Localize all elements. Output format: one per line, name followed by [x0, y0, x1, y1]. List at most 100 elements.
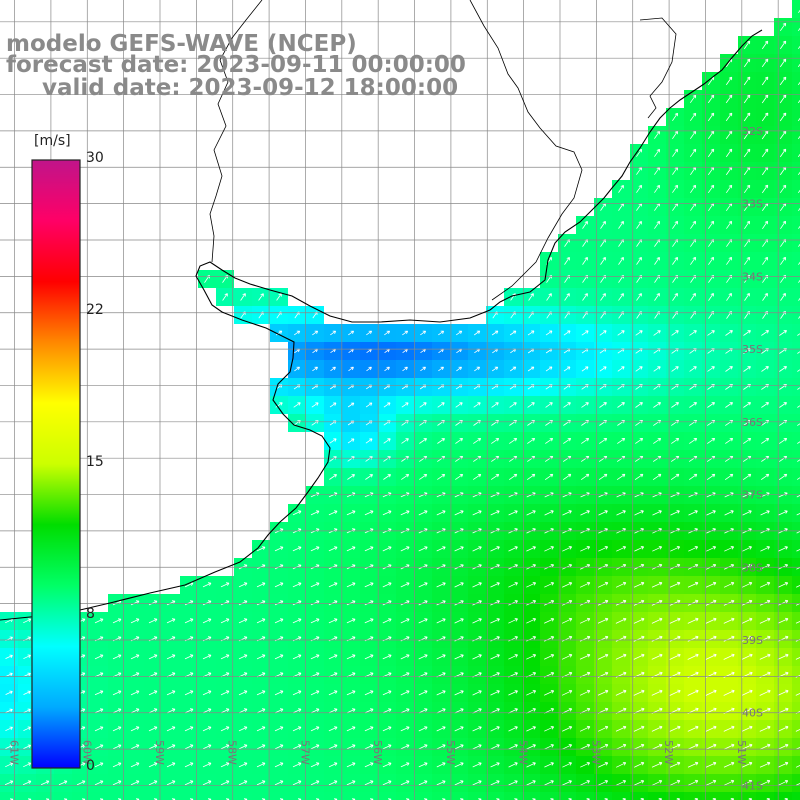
wind-arrow	[725, 184, 733, 194]
wind-cell	[792, 108, 800, 126]
wind-arrow	[491, 402, 499, 408]
wind-arrow	[436, 726, 446, 732]
wind-arrow	[651, 617, 663, 624]
wind-arrow	[544, 473, 554, 481]
wind-arrow	[220, 600, 230, 606]
wind-arrow	[366, 366, 372, 372]
wind-arrow	[419, 438, 427, 444]
wind-arrow	[238, 600, 248, 606]
wind-arrow	[420, 366, 426, 372]
wind-arrow	[23, 762, 32, 768]
wind-arrow	[454, 780, 464, 786]
wind-arrow	[348, 366, 354, 372]
wind-arrow	[616, 546, 627, 552]
wind-arrow	[687, 779, 699, 786]
wind-cell	[792, 306, 800, 324]
wind-arrow	[472, 582, 482, 588]
wind-arrow	[346, 726, 356, 732]
wind-arrow	[670, 546, 681, 552]
wind-cell	[0, 792, 18, 800]
wind-cell	[774, 792, 792, 800]
wind-arrow	[652, 780, 663, 786]
wind-arrow	[274, 708, 284, 714]
wind-arrow	[220, 762, 230, 768]
wind-cell	[270, 792, 288, 800]
wind-arrow	[743, 112, 751, 122]
wind-arrow	[508, 744, 518, 750]
wind-arrow	[651, 725, 663, 732]
wind-arrow	[436, 600, 446, 606]
lat-label: 34S	[742, 270, 763, 283]
wind-arrow	[779, 366, 787, 372]
lon-label: 51W	[735, 740, 748, 765]
wind-arrow	[705, 779, 717, 786]
wind-arrow	[274, 618, 284, 624]
wind-arrow	[437, 402, 445, 408]
lon-label: 60W	[80, 740, 93, 765]
wind-arrow	[112, 690, 122, 696]
wind-cell	[414, 792, 432, 800]
wind-arrow	[184, 690, 194, 696]
wind-arrow	[346, 582, 356, 588]
lat-label: 36S	[742, 416, 763, 429]
wind-arrow	[472, 744, 482, 750]
wind-arrow	[148, 726, 158, 732]
wind-cell	[576, 792, 594, 800]
wind-arrow	[741, 689, 753, 696]
wind-arrow	[292, 708, 302, 714]
wind-cell	[792, 198, 800, 216]
wind-arrow	[615, 653, 627, 660]
wind-arrow	[669, 761, 681, 768]
wind-arrow	[544, 456, 554, 462]
wind-cell	[396, 792, 414, 800]
wind-arrow	[798, 225, 800, 229]
lon-label: 56W	[371, 740, 384, 765]
wind-arrow	[705, 653, 717, 660]
wind-arrow	[634, 510, 644, 516]
wind-arrow	[418, 618, 428, 624]
wind-cell	[252, 792, 270, 800]
wind-arrow	[546, 293, 552, 301]
wind-arrow	[508, 654, 518, 660]
wind-arrow	[669, 599, 681, 606]
wind-arrow	[582, 221, 588, 229]
wind-arrow	[798, 207, 800, 212]
wind-arrow	[579, 653, 591, 660]
wind-arrow	[671, 366, 679, 372]
wind-arrow	[743, 330, 751, 336]
wind-cell	[612, 792, 630, 800]
wind-arrow	[580, 510, 590, 516]
wind-arrow	[797, 99, 800, 104]
wind-arrow	[222, 293, 228, 301]
wind-arrow	[346, 510, 356, 516]
wind-arrow	[364, 744, 374, 750]
lon-label: 58W	[226, 740, 239, 765]
wind-arrow	[797, 405, 800, 408]
wind-arrow	[759, 635, 771, 642]
wind-arrow	[526, 726, 536, 732]
wind-arrow	[454, 708, 464, 714]
wind-arrow	[708, 256, 714, 265]
wind-arrow	[472, 546, 482, 552]
wind-arrow	[672, 184, 678, 193]
wind-arrow	[293, 330, 301, 336]
wind-arrow	[526, 744, 536, 750]
wind-arrow	[148, 744, 158, 750]
wind-arrow	[454, 744, 464, 750]
wind-arrow	[581, 330, 589, 336]
wind-arrow	[508, 600, 518, 606]
wind-arrow	[726, 256, 732, 265]
wind-arrow	[436, 690, 446, 696]
wind-arrow	[741, 761, 753, 768]
wind-arrow	[220, 690, 230, 696]
wind-arrow	[364, 780, 374, 786]
colorbar-tick: 8	[86, 606, 95, 622]
wind-arrow	[651, 581, 663, 588]
wind-arrow	[600, 293, 606, 301]
wind-arrow	[328, 510, 338, 516]
lat-label: 41S	[742, 779, 763, 792]
wind-arrow	[707, 94, 715, 104]
wind-arrow	[616, 780, 627, 786]
wind-arrow	[310, 762, 320, 768]
